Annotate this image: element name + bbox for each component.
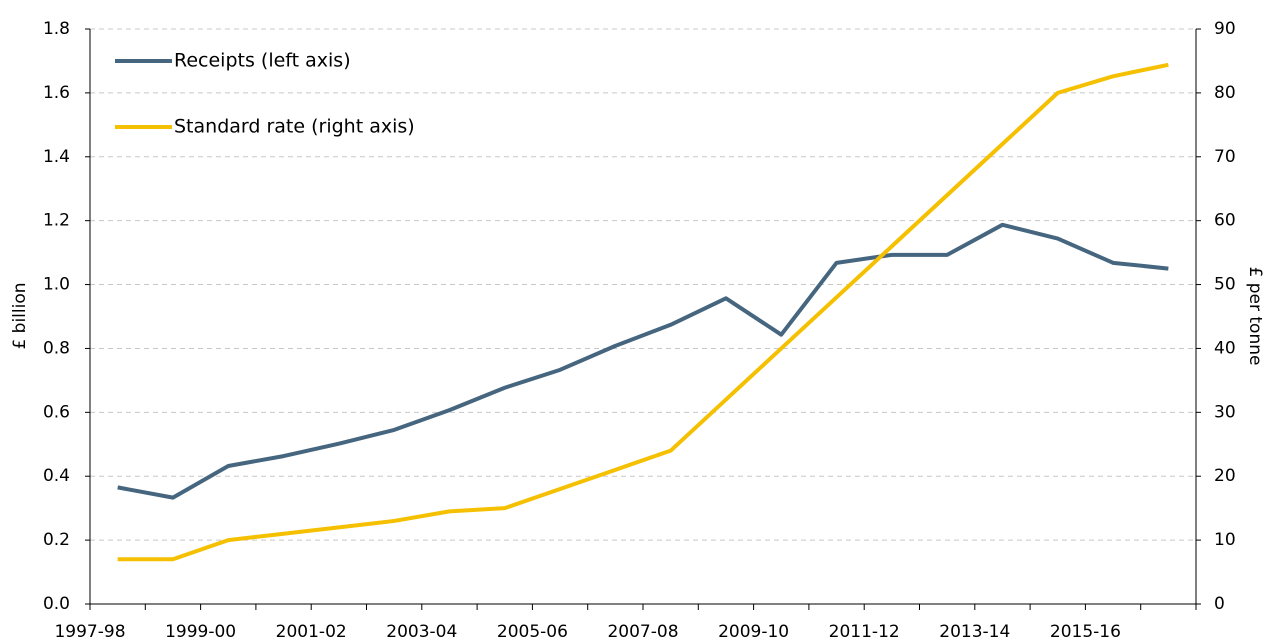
y2-tick-label: 0 — [1214, 594, 1225, 614]
y-tick-label: 0.4 — [43, 466, 70, 486]
y-tick-label: 1.0 — [43, 275, 70, 295]
y-tick-label: 0.6 — [43, 402, 70, 422]
legend-label: Standard rate (right axis) — [174, 116, 415, 138]
y2-tick-label: 80 — [1214, 83, 1236, 103]
y-tick-label: 1.8 — [43, 19, 70, 39]
y2-tick-label: 70 — [1214, 147, 1236, 167]
y-tick-label: 0.2 — [43, 530, 70, 550]
series-line — [117, 62, 1169, 562]
y2-tick-label: 90 — [1214, 19, 1236, 39]
y2-tick-label: 30 — [1214, 402, 1236, 422]
y-tick-label: 0.0 — [43, 594, 70, 614]
y2-tick-label: 40 — [1214, 338, 1236, 358]
x-tick-label: 2005-06 — [497, 622, 568, 641]
y-tick-label: 0.8 — [43, 338, 70, 358]
y-axis-label: £ billion — [10, 282, 30, 349]
x-tick-label: 1997-98 — [54, 622, 125, 641]
series-line — [117, 222, 1169, 500]
x-tick-label: 2015-16 — [1050, 622, 1121, 641]
y2-tick-label: 60 — [1214, 211, 1236, 231]
y-tick-label: 1.4 — [43, 147, 70, 167]
x-tick-label: 2007-08 — [607, 622, 678, 641]
y2-tick-label: 10 — [1214, 530, 1236, 550]
legend-label: Receipts (left axis) — [174, 50, 351, 72]
y2-axis-label: £ per tonne — [1245, 267, 1265, 366]
y2-tick-label: 20 — [1214, 466, 1236, 486]
x-tick-label: 2013-14 — [939, 622, 1010, 641]
y-tick-label: 1.2 — [43, 211, 70, 231]
x-tick-label: 2001-02 — [276, 622, 347, 641]
y2-tick-label: 50 — [1214, 275, 1236, 295]
y-tick-label: 1.6 — [43, 83, 70, 103]
x-tick-label: 2011-12 — [829, 622, 900, 641]
x-tick-label: 2009-10 — [718, 622, 789, 641]
x-tick-label: 2003-04 — [386, 622, 457, 641]
x-tick-label: 1999-00 — [165, 622, 236, 641]
